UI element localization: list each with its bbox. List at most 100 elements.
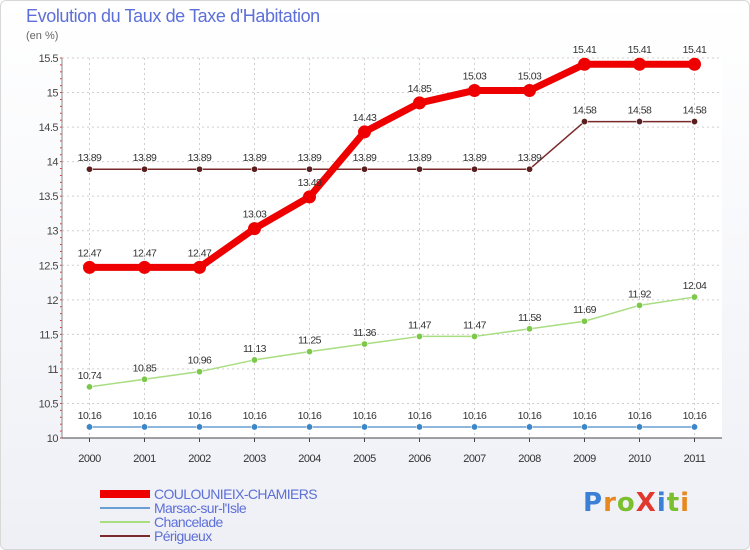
data-point (415, 165, 423, 173)
logo-letter: o (616, 488, 636, 518)
data-point (141, 165, 149, 173)
data-label: 11.13 (243, 343, 267, 355)
data-point (305, 423, 313, 431)
data-point (86, 423, 94, 431)
data-point (635, 423, 643, 431)
x-tick-label: 2007 (463, 453, 486, 465)
data-point (690, 118, 698, 126)
x-tick-label: 2000 (78, 453, 101, 465)
data-point (525, 423, 533, 431)
data-label: 10.16 (133, 410, 157, 422)
data-label: 10.16 (188, 410, 212, 422)
data-point (305, 165, 313, 173)
logo-letter: P (583, 488, 604, 518)
logo-letter: X (635, 488, 657, 518)
data-point (251, 423, 259, 431)
data-point (196, 165, 204, 173)
data-point (468, 83, 481, 97)
y-tick-label: 11 (48, 364, 59, 376)
data-label: 13.89 (463, 152, 487, 164)
data-point (358, 125, 371, 139)
data-label: 15.41 (683, 44, 707, 56)
x-tick-label: 2003 (243, 453, 266, 465)
data-label: 11.25 (298, 335, 322, 347)
data-point (635, 301, 643, 309)
data-label: 13.89 (133, 152, 157, 164)
data-point (690, 423, 698, 431)
y-tick-label: 14 (47, 157, 59, 169)
data-label: 12.04 (683, 280, 707, 292)
series-line (88, 296, 696, 388)
data-point (196, 368, 204, 376)
chart-title: Evolution du Taux de Taxe d'Habitation (26, 6, 320, 26)
data-label: 13.89 (353, 152, 377, 164)
x-tick-label: 2005 (353, 453, 376, 465)
data-point (141, 375, 149, 383)
x-tick-label: 2010 (628, 453, 651, 465)
data-point (470, 423, 478, 431)
data-point (580, 317, 588, 325)
data-label: 15.41 (573, 44, 597, 56)
data-label: 14.43 (353, 112, 377, 124)
y-tick-label: 12.5 (39, 260, 59, 272)
data-point (470, 165, 478, 173)
data-label: 11.36 (353, 327, 377, 339)
x-tick-label: 2009 (573, 453, 596, 465)
data-label: 13.89 (408, 152, 432, 164)
data-point (578, 57, 591, 71)
data-point (690, 293, 698, 301)
data-label: 10.16 (518, 410, 542, 422)
x-tick-label: 2008 (518, 453, 541, 465)
data-point (523, 83, 536, 97)
data-label: 10.16 (243, 410, 267, 422)
data-point (360, 340, 368, 348)
data-point (415, 423, 423, 431)
data-label: 10.16 (628, 410, 652, 422)
data-point (415, 332, 423, 340)
data-point (305, 348, 313, 356)
data-label: 13.89 (298, 152, 322, 164)
data-point (635, 118, 643, 126)
data-point (525, 165, 533, 173)
data-point (138, 260, 151, 274)
data-label: 12.47 (78, 247, 102, 259)
data-point (470, 332, 478, 340)
data-point (633, 57, 646, 71)
y-tick-label: 10.5 (39, 398, 59, 410)
data-label: 10.74 (78, 370, 102, 382)
data-label: 12.47 (188, 247, 212, 259)
data-label: 10.16 (463, 410, 487, 422)
data-point (251, 356, 259, 364)
logo-letter: i (680, 488, 691, 518)
proxiti-logo: ProXiti (583, 488, 690, 518)
data-label: 11.69 (573, 304, 597, 316)
logo-letter: i (656, 488, 667, 518)
data-label: 10.96 (188, 355, 212, 367)
legend-label: Chancelade (154, 514, 224, 530)
data-point (193, 260, 206, 274)
data-label: 10.16 (298, 410, 322, 422)
data-label: 14.58 (628, 105, 652, 117)
x-tick-label: 2011 (684, 453, 706, 465)
legend-label: Marsac-sur-l'Isle (154, 500, 247, 516)
y-tick-label: 15 (47, 88, 59, 100)
data-label: 10.85 (133, 362, 157, 374)
data-point (86, 165, 94, 173)
data-label: 11.47 (408, 319, 432, 331)
data-label: 13.89 (78, 152, 102, 164)
data-label: 13.03 (243, 209, 267, 221)
data-point (580, 423, 588, 431)
data-point (141, 423, 149, 431)
data-label: 13.89 (518, 152, 542, 164)
data-point (688, 57, 701, 71)
data-label: 13.49 (298, 177, 322, 189)
y-tick-label: 12 (47, 295, 59, 307)
data-label: 11.47 (463, 319, 487, 331)
logo-letter: t (666, 488, 681, 518)
data-point (251, 165, 259, 173)
data-point (248, 222, 261, 236)
y-tick-label: 14.5 (39, 122, 59, 134)
data-point (196, 423, 204, 431)
data-label: 13.89 (188, 152, 212, 164)
data-point (86, 383, 94, 391)
